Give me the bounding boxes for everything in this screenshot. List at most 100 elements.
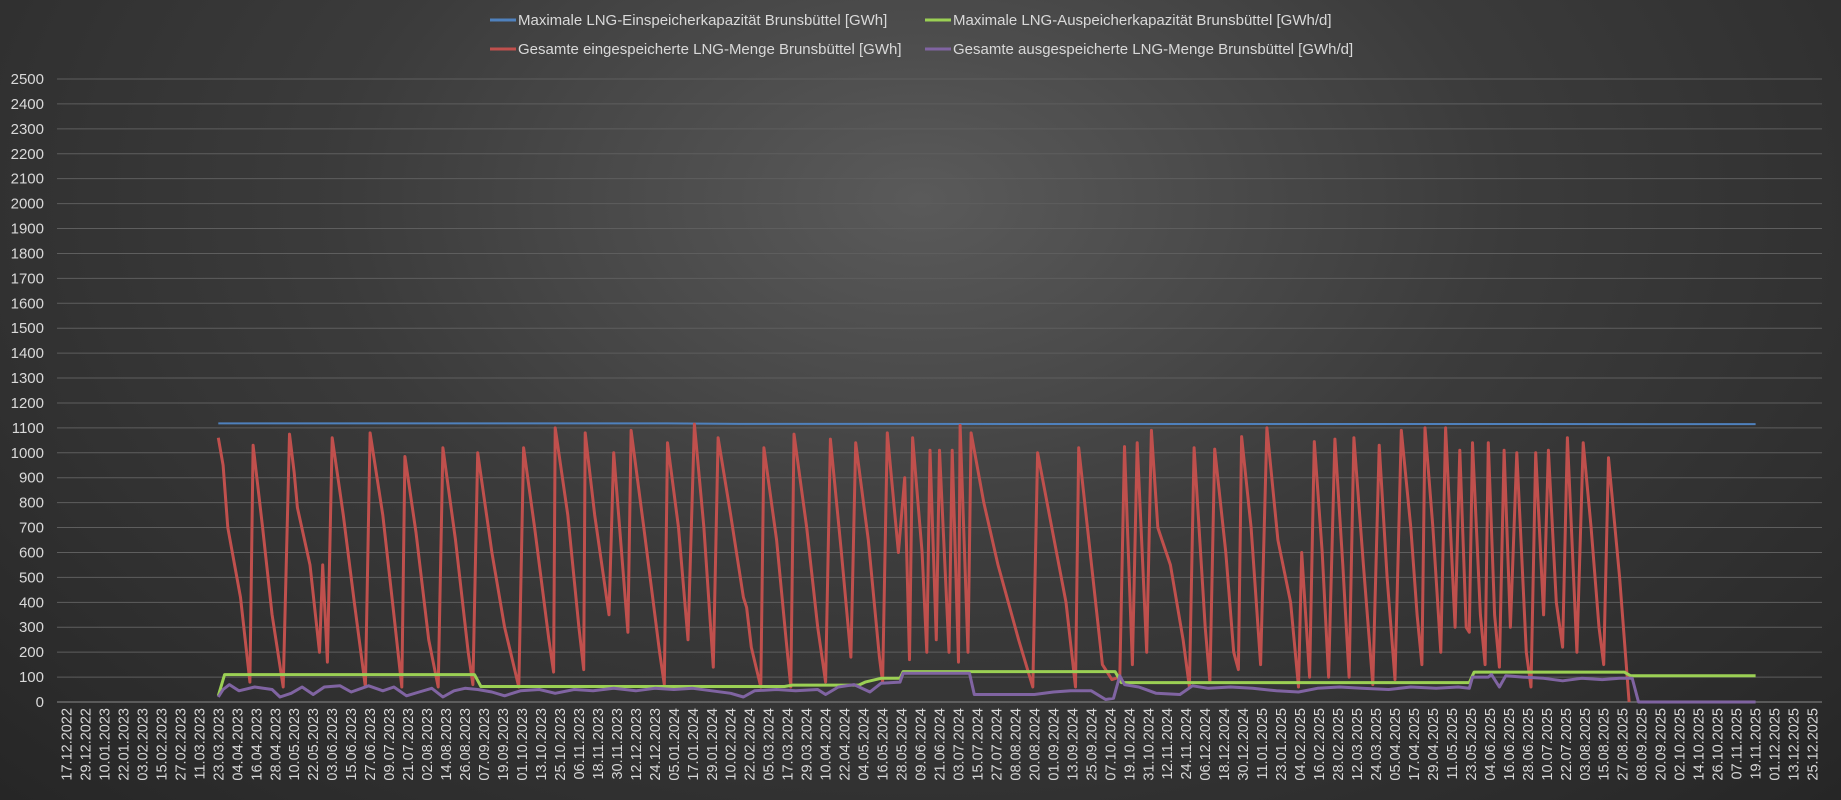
series-line-3: [217, 671, 1756, 704]
x-tick-label: 29.12.2022: [78, 708, 94, 781]
y-tick-label: 2500: [11, 71, 44, 88]
y-tick-label: 1200: [11, 395, 44, 412]
x-tick-label: 16.06.2025: [1502, 708, 1518, 781]
x-tick-label: 11.05.2025: [1445, 708, 1461, 780]
x-tick-label: 27.06.2023: [363, 708, 379, 781]
y-tick-label: 2400: [11, 96, 44, 113]
x-tick-label: 28.04.2023: [268, 708, 284, 781]
y-tick-label: 1900: [11, 221, 44, 238]
x-tick-label: 14.08.2023: [439, 708, 455, 781]
x-axis-ticks: 17.12.2022 29.12.2022 10.01.2023 22.01.2023…: [59, 708, 1821, 781]
x-tick-label: 24.12.2023: [648, 708, 664, 781]
y-tick-label: 2200: [11, 146, 44, 163]
y-tick-label: 700: [19, 520, 44, 537]
y-tick-label: 1000: [11, 445, 44, 462]
x-tick-label: 25.09.2024: [1084, 708, 1100, 781]
x-tick-label: 20.08.2024: [1027, 708, 1043, 781]
y-tick-label: 200: [19, 644, 44, 661]
x-tick-label: 17.04.2025: [1407, 708, 1423, 781]
x-tick-label: 15.07.2024: [970, 708, 986, 781]
x-tick-label: 29.04.2025: [1426, 708, 1442, 781]
x-tick-label: 16.04.2023: [249, 708, 265, 781]
series-line-0: [218, 422, 1756, 426]
x-tick-label: 10.05.2023: [287, 708, 303, 781]
y-tick-label: 600: [19, 544, 44, 561]
y-axis-ticks: 0 100 200 300 400 500 600 700 800 900 1000 1100 1200…: [11, 71, 44, 711]
x-tick-label: 25.12.2025: [1806, 708, 1822, 781]
x-tick-label: 12.03.2025: [1350, 708, 1366, 781]
x-tick-label: 29.01.2024: [705, 708, 721, 781]
x-tick-label: 07.11.2025: [1730, 708, 1746, 780]
x-tick-label: 04.04.2023: [230, 708, 246, 781]
y-tick-label: 900: [19, 470, 44, 487]
y-tick-label: 1100: [12, 420, 44, 437]
x-tick-label: 01.12.2025: [1768, 708, 1784, 781]
x-tick-label: 16.05.2024: [876, 708, 892, 781]
x-tick-label: 05.01.2024: [667, 708, 683, 781]
x-tick-label: 20.09.2025: [1654, 708, 1670, 781]
x-tick-label: 26.08.2023: [458, 708, 474, 781]
x-tick-label: 06.11.2023: [572, 708, 588, 780]
x-tick-label: 16.02.2025: [1312, 708, 1328, 781]
x-tick-label: 04.05.2024: [857, 708, 873, 781]
x-tick-label: 05.03.2024: [762, 708, 778, 781]
x-tick-label: 22.05.2023: [306, 708, 322, 781]
x-tick-label: 02.08.2023: [420, 708, 436, 781]
x-tick-label: 13.12.2025: [1787, 708, 1803, 781]
x-tick-label: 28.02.2025: [1331, 708, 1347, 781]
x-tick-label: 27.02.2023: [173, 708, 189, 781]
x-tick-label: 28.05.2024: [895, 708, 911, 781]
x-tick-label: 02.10.2025: [1673, 708, 1689, 781]
legend-label-2: Gesamte eingespeicherte LNG-Menge Brunsb…: [518, 41, 902, 58]
x-tick-label: 18.11.2023: [591, 708, 607, 780]
legend-label-0: Maximale LNG-Einspeicherkapazität Brunsb…: [518, 12, 887, 29]
legend: Maximale LNG-Einspeicherkapazität Brunsb…: [490, 12, 1353, 58]
x-tick-label: 29.03.2024: [800, 708, 816, 781]
y-tick-label: 300: [19, 619, 44, 636]
x-tick-label: 12.12.2023: [629, 708, 645, 781]
x-tick-label: 11.03.2023: [192, 708, 208, 780]
x-tick-label: 09.07.2023: [382, 708, 398, 781]
x-tick-label: 30.11.2023: [610, 708, 626, 780]
x-tick-label: 04.06.2025: [1483, 708, 1499, 781]
x-tick-label: 12.11.2024: [1160, 708, 1176, 780]
x-tick-label: 22.02.2024: [743, 708, 759, 781]
x-tick-label: 01.09.2024: [1046, 708, 1062, 781]
x-tick-label: 25.10.2023: [553, 708, 569, 781]
x-tick-label: 05.04.2025: [1388, 708, 1404, 781]
x-tick-label: 15.06.2023: [344, 708, 360, 781]
x-tick-label: 27.07.2024: [989, 708, 1005, 781]
series-line-2: [216, 422, 1631, 703]
x-tick-label: 03.02.2023: [135, 708, 151, 781]
x-tick-label: 30.12.2024: [1236, 708, 1252, 781]
legend-label-3: Gesamte ausgespeicherte LNG-Menge Brunsb…: [953, 41, 1353, 58]
y-tick-label: 2000: [11, 196, 44, 213]
y-tick-label: 400: [19, 594, 44, 611]
x-tick-label: 23.05.2025: [1464, 708, 1480, 781]
x-tick-label: 23.03.2023: [211, 708, 227, 781]
x-tick-label: 10.01.2023: [97, 708, 113, 781]
y-tick-label: 0: [36, 694, 44, 711]
x-tick-label: 21.06.2024: [933, 708, 949, 781]
x-tick-label: 17.03.2024: [781, 708, 797, 781]
x-tick-label: 14.10.2025: [1692, 708, 1708, 781]
x-tick-label: 17.01.2024: [686, 708, 702, 781]
y-tick-label: 1300: [11, 370, 44, 387]
x-tick-label: 22.04.2024: [838, 708, 854, 781]
y-tick-label: 2300: [11, 121, 44, 138]
x-tick-label: 10.04.2024: [819, 708, 835, 781]
x-tick-label: 03.07.2024: [951, 708, 967, 781]
x-tick-label: 23.01.2025: [1274, 708, 1290, 781]
x-tick-label: 19.11.2025: [1749, 708, 1765, 780]
x-tick-label: 07.09.2023: [477, 708, 493, 781]
x-tick-label: 03.08.2025: [1578, 708, 1594, 781]
x-tick-label: 04.02.2025: [1293, 708, 1309, 781]
y-tick-label: 2100: [11, 171, 44, 188]
x-tick-label: 27.08.2025: [1616, 708, 1632, 781]
series-line-1: [216, 670, 1756, 697]
y-tick-label: 800: [19, 495, 44, 512]
x-tick-label: 08.09.2025: [1635, 708, 1651, 781]
x-tick-label: 22.07.2025: [1559, 708, 1575, 781]
x-tick-label: 21.07.2023: [401, 708, 417, 781]
